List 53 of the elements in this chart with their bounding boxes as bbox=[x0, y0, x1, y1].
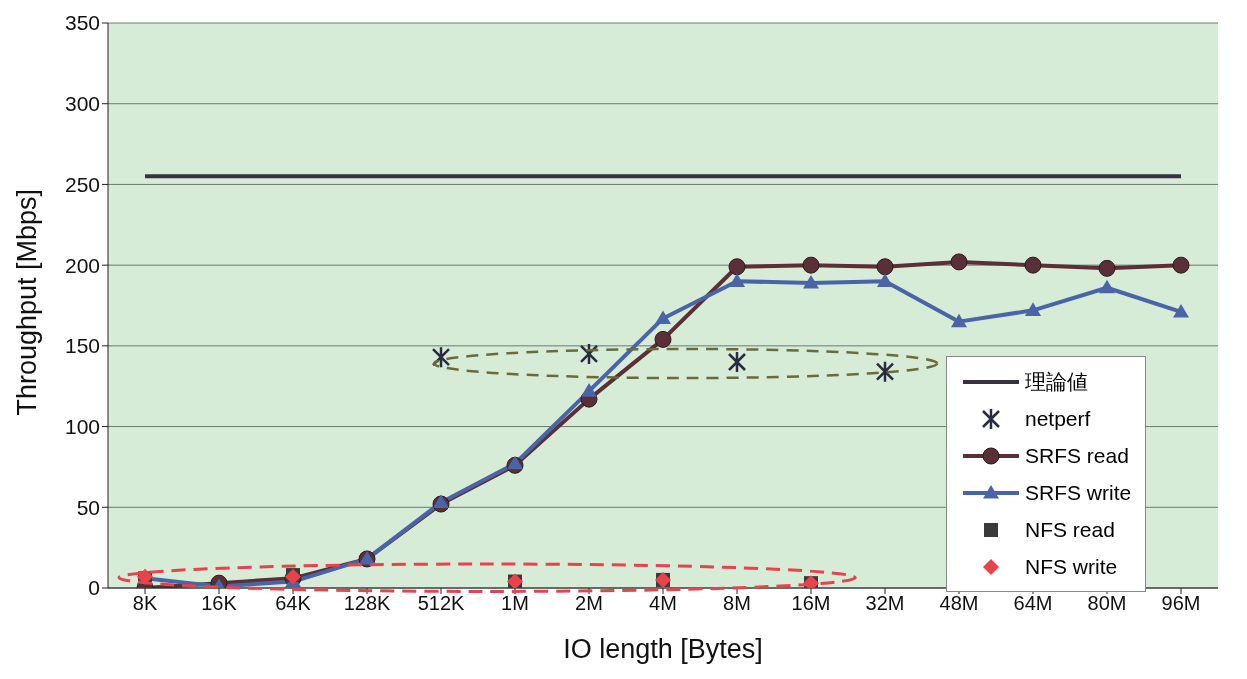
x-tick-label: 64M bbox=[1013, 592, 1053, 615]
point bbox=[727, 350, 747, 374]
y-tick-label: 50 bbox=[76, 495, 100, 519]
point bbox=[951, 313, 967, 328]
legend-label: netperf bbox=[1025, 406, 1091, 431]
point bbox=[802, 256, 820, 274]
x-tick-label: 16M bbox=[791, 592, 831, 615]
point bbox=[950, 253, 968, 271]
x-tick-label: 8M bbox=[723, 592, 751, 615]
y-tick-label: 350 bbox=[64, 11, 100, 35]
x-tick-label: 128K bbox=[343, 592, 392, 615]
legend-label: 理論値 bbox=[1025, 368, 1088, 395]
x-tick-label: 32M bbox=[865, 592, 905, 615]
point bbox=[728, 258, 746, 276]
point bbox=[655, 310, 671, 325]
point bbox=[875, 360, 895, 383]
point bbox=[507, 455, 523, 470]
x-tick-label: 80M bbox=[1087, 592, 1127, 615]
x-tick-label: 16K bbox=[201, 592, 238, 615]
point bbox=[1173, 303, 1189, 318]
x-tick-label: 1M bbox=[501, 592, 529, 615]
legend-label: SRFS read bbox=[1025, 443, 1129, 468]
point bbox=[729, 273, 745, 287]
legend-label: NFS read bbox=[1025, 517, 1115, 542]
legend-label: SRFS write bbox=[1025, 480, 1132, 505]
y-tick-label: 300 bbox=[64, 92, 100, 116]
x-tick-label: 96M bbox=[1161, 592, 1201, 615]
point bbox=[1098, 259, 1116, 277]
point bbox=[876, 258, 894, 276]
y-tick-label: 150 bbox=[64, 334, 100, 358]
point bbox=[1172, 256, 1190, 274]
x-tick-label: 2M bbox=[575, 592, 603, 615]
point bbox=[654, 330, 672, 348]
point bbox=[1025, 302, 1041, 316]
legend-label: NFS write bbox=[1025, 554, 1118, 579]
y-axis-title: Throughput [Mbps] bbox=[11, 188, 42, 416]
point bbox=[1024, 256, 1042, 274]
y-tick-label: 200 bbox=[64, 253, 100, 277]
point bbox=[1099, 279, 1115, 294]
point bbox=[579, 342, 599, 366]
point bbox=[877, 273, 893, 287]
point bbox=[433, 494, 449, 509]
y-tick-label: 250 bbox=[64, 172, 100, 196]
x-tick-label: 4M bbox=[649, 592, 677, 615]
y-tick-label: 100 bbox=[64, 415, 100, 439]
point bbox=[581, 383, 597, 397]
x-tick-label: 8K bbox=[132, 592, 158, 615]
x-tick-label: 512K bbox=[417, 592, 466, 615]
x-tick-label: 48M bbox=[939, 592, 979, 615]
y-tick-label: 0 bbox=[88, 576, 100, 600]
x-tick-label: 64K bbox=[275, 592, 312, 615]
x-axis-title: IO length [Bytes] bbox=[563, 634, 763, 664]
point bbox=[803, 274, 819, 289]
